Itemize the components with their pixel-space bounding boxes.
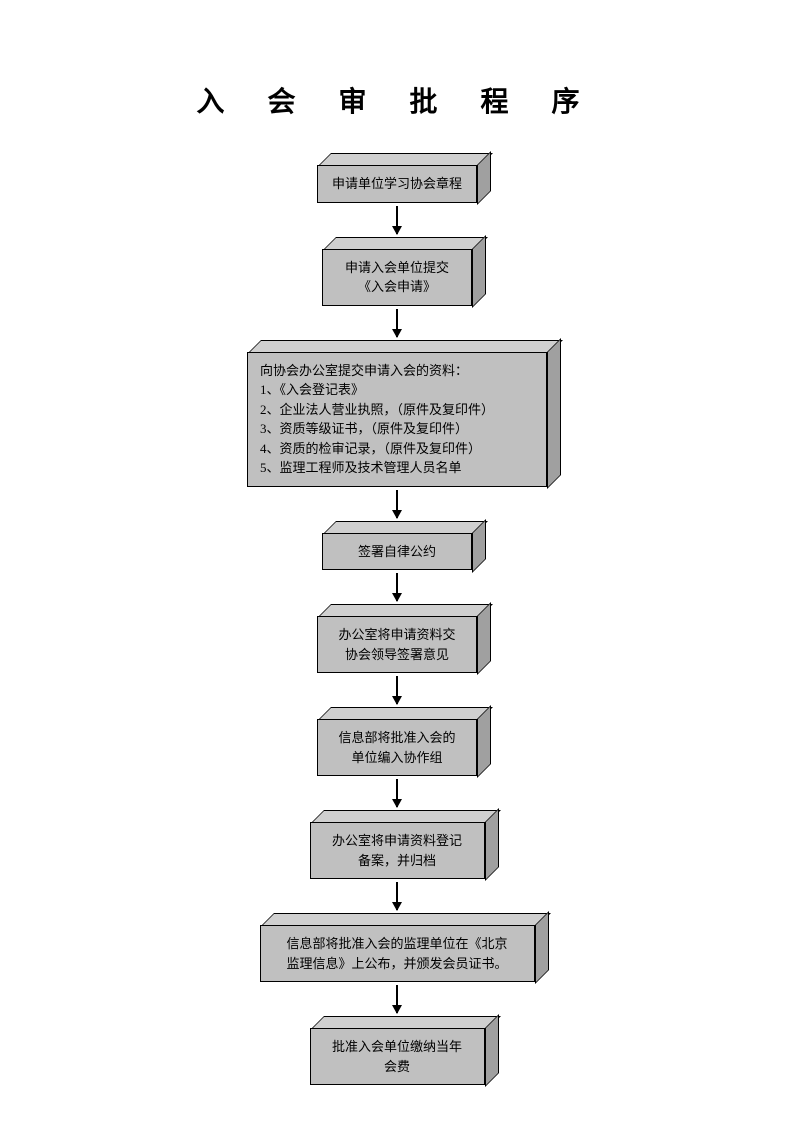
flow-node-face: 办公室将申请资料交协会领导签署意见: [317, 616, 477, 673]
flow-node-text: 签署自律公约: [335, 542, 459, 562]
flow-node: 申请入会单位提交《入会申请》: [322, 249, 472, 306]
flow-node-face: 签署自律公约: [322, 533, 472, 571]
flow-node: 信息部将批准入会的单位编入协作组: [317, 719, 477, 776]
box-side-face: [547, 338, 561, 489]
flow-arrow: [396, 573, 398, 601]
flow-node-text: 会费: [323, 1057, 472, 1077]
flow-arrow: [396, 206, 398, 234]
flow-node: 向协会办公室提交申请入会的资料：1、《入会登记表》2、企业法人营业执照，（原件及…: [247, 352, 547, 487]
flow-node: 办公室将申请资料登记备案，并归档: [310, 822, 485, 879]
flow-node-text: 2、企业法人营业执照，（原件及复印件）: [260, 400, 534, 420]
flow-node-face: 申请入会单位提交《入会申请》: [322, 249, 472, 306]
flow-node-text: 信息部将批准入会的监理单位在《北京: [273, 934, 522, 954]
flow-node: 申请单位学习协会章程: [317, 165, 477, 203]
flow-node-text: 申请单位学习协会章程: [330, 174, 464, 194]
page: 入 会 审 批 程 序 申请单位学习协会章程申请入会单位提交《入会申请》向协会办…: [0, 0, 794, 1085]
box-side-face: [485, 1014, 499, 1087]
flow-node-face: 信息部将批准入会的监理单位在《北京监理信息》上公布，并颁发会员证书。: [260, 925, 535, 982]
flow-node-face: 办公室将申请资料登记备案，并归档: [310, 822, 485, 879]
flow-node-text: 信息部将批准入会的: [330, 728, 464, 748]
flow-node-face: 信息部将批准入会的单位编入协作组: [317, 719, 477, 776]
flow-node-text: 3、资质等级证书，（原件及复印件）: [260, 419, 534, 439]
box-side-face: [477, 602, 491, 675]
flow-node-face: 向协会办公室提交申请入会的资料：1、《入会登记表》2、企业法人营业执照，（原件及…: [247, 352, 547, 487]
flow-arrow: [396, 676, 398, 704]
flowchart: 申请单位学习协会章程申请入会单位提交《入会申请》向协会办公室提交申请入会的资料：…: [0, 165, 794, 1085]
flow-node: 办公室将申请资料交协会领导签署意见: [317, 616, 477, 673]
flow-node-face: 批准入会单位缴纳当年会费: [310, 1028, 485, 1085]
flow-node-face: 申请单位学习协会章程: [317, 165, 477, 203]
box-side-face: [472, 235, 486, 308]
flow-node: 签署自律公约: [322, 533, 472, 571]
flow-node: 批准入会单位缴纳当年会费: [310, 1028, 485, 1085]
flow-node-text: 1、《入会登记表》: [260, 380, 534, 400]
page-title: 入 会 审 批 程 序: [0, 80, 794, 120]
flow-node-text: 批准入会单位缴纳当年: [323, 1037, 472, 1057]
flow-node-text: 办公室将申请资料交: [330, 625, 464, 645]
flow-node-text: 单位编入协作组: [330, 748, 464, 768]
flow-node-text: 4、资质的检审记录，（原件及复印件）: [260, 439, 534, 459]
flow-arrow: [396, 779, 398, 807]
box-side-face: [485, 808, 499, 881]
flow-arrow: [396, 309, 398, 337]
flow-node-text: 备案，并归档: [323, 851, 472, 871]
flow-node-text: 办公室将申请资料登记: [323, 831, 472, 851]
flow-arrow: [396, 985, 398, 1013]
flow-node-text: 监理信息》上公布，并颁发会员证书。: [273, 954, 522, 974]
flow-arrow: [396, 490, 398, 518]
flow-node-text: 向协会办公室提交申请入会的资料：: [260, 361, 534, 381]
flow-arrow: [396, 882, 398, 910]
flow-node-text: 申请入会单位提交: [335, 258, 459, 278]
flow-node-text: 协会领导签署意见: [330, 645, 464, 665]
flow-node-text: 《入会申请》: [335, 277, 459, 297]
box-side-face: [535, 911, 549, 984]
box-side-face: [477, 705, 491, 778]
flow-node-text: 5、监理工程师及技术管理人员名单: [260, 458, 534, 478]
flow-node: 信息部将批准入会的监理单位在《北京监理信息》上公布，并颁发会员证书。: [260, 925, 535, 982]
